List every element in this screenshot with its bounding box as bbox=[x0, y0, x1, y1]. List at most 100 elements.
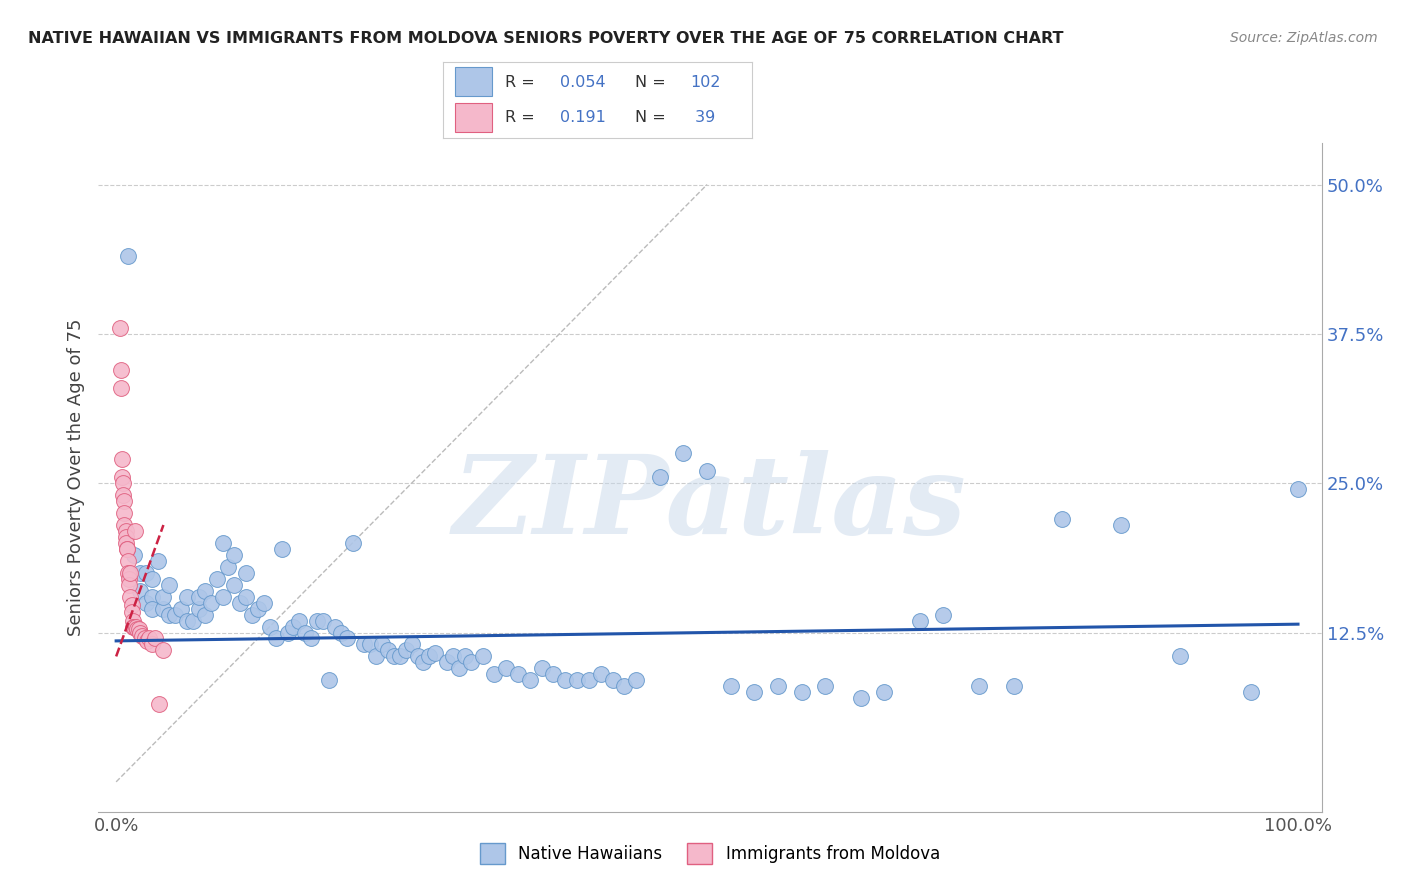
Text: 0.191: 0.191 bbox=[561, 111, 606, 125]
Point bbox=[170, 601, 193, 615]
Point bbox=[157, 607, 180, 622]
Point bbox=[589, 667, 612, 681]
Point bbox=[359, 637, 381, 651]
Point bbox=[194, 607, 217, 622]
Point bbox=[484, 667, 506, 681]
Point bbox=[112, 494, 135, 508]
Point bbox=[143, 632, 166, 646]
Point bbox=[766, 679, 789, 693]
Point bbox=[128, 566, 150, 580]
Point bbox=[371, 637, 394, 651]
Point bbox=[814, 679, 837, 693]
Point bbox=[418, 649, 440, 664]
Bar bbox=[456, 67, 492, 95]
Point bbox=[112, 506, 135, 520]
Point bbox=[336, 632, 359, 646]
Point bbox=[152, 643, 174, 657]
Point bbox=[425, 646, 447, 660]
Point bbox=[112, 518, 135, 533]
Point bbox=[176, 614, 198, 628]
Point bbox=[152, 590, 174, 604]
Point bbox=[696, 464, 718, 478]
Point bbox=[318, 673, 340, 688]
Point bbox=[125, 619, 148, 633]
Point bbox=[436, 656, 458, 670]
Point bbox=[187, 590, 209, 604]
Point bbox=[111, 452, 134, 467]
Point bbox=[165, 607, 187, 622]
Point bbox=[217, 559, 239, 574]
Point bbox=[932, 607, 955, 622]
Text: 102: 102 bbox=[690, 75, 721, 90]
Point bbox=[117, 566, 139, 580]
Point bbox=[1002, 679, 1025, 693]
Point bbox=[120, 590, 142, 604]
Point bbox=[118, 578, 141, 592]
Point bbox=[447, 661, 470, 675]
Point bbox=[135, 633, 157, 648]
Point bbox=[235, 590, 257, 604]
Point bbox=[471, 649, 494, 664]
Point bbox=[412, 656, 434, 670]
Text: Source: ZipAtlas.com: Source: ZipAtlas.com bbox=[1230, 31, 1378, 45]
Point bbox=[1286, 482, 1309, 496]
Point bbox=[299, 632, 322, 646]
Point bbox=[118, 572, 141, 586]
Point bbox=[873, 685, 896, 699]
Point bbox=[122, 619, 145, 633]
Point bbox=[342, 536, 364, 550]
Point bbox=[111, 470, 134, 484]
Point bbox=[406, 649, 429, 664]
Point bbox=[229, 596, 252, 610]
Point bbox=[114, 530, 136, 544]
Point bbox=[294, 625, 316, 640]
Point bbox=[128, 622, 150, 636]
Point bbox=[377, 643, 399, 657]
Point bbox=[790, 685, 813, 699]
Point bbox=[259, 619, 281, 633]
Point bbox=[120, 566, 142, 580]
Point bbox=[312, 614, 335, 628]
Point bbox=[1050, 512, 1073, 526]
Point bbox=[283, 619, 305, 633]
Point bbox=[401, 637, 423, 651]
Text: 0.054: 0.054 bbox=[561, 75, 606, 90]
Point bbox=[121, 598, 143, 612]
Point bbox=[395, 643, 418, 657]
Text: R =: R = bbox=[505, 75, 534, 90]
Point bbox=[146, 554, 169, 568]
Point bbox=[382, 649, 405, 664]
Text: 39: 39 bbox=[690, 111, 716, 125]
Point bbox=[454, 649, 477, 664]
Point bbox=[187, 601, 209, 615]
Point bbox=[148, 697, 170, 711]
Point bbox=[1109, 518, 1132, 533]
Point bbox=[141, 590, 163, 604]
Point bbox=[264, 632, 287, 646]
Point bbox=[246, 601, 269, 615]
Point bbox=[276, 625, 298, 640]
Point bbox=[323, 619, 346, 633]
Point bbox=[602, 673, 624, 688]
Point bbox=[270, 541, 292, 556]
Point bbox=[329, 625, 352, 640]
Point bbox=[211, 590, 233, 604]
Point bbox=[200, 596, 222, 610]
Point bbox=[122, 548, 145, 562]
Point bbox=[672, 446, 695, 460]
Point bbox=[720, 679, 742, 693]
Point bbox=[114, 524, 136, 538]
Point bbox=[578, 673, 600, 688]
Point bbox=[135, 566, 157, 580]
Text: N =: N = bbox=[634, 111, 665, 125]
Point bbox=[110, 362, 132, 376]
Point bbox=[117, 249, 139, 263]
Point bbox=[441, 649, 464, 664]
Point bbox=[205, 572, 228, 586]
Point bbox=[127, 622, 149, 636]
Point bbox=[121, 619, 143, 633]
Point bbox=[353, 637, 375, 651]
Point bbox=[115, 541, 138, 556]
Point bbox=[565, 673, 588, 688]
Point bbox=[117, 554, 139, 568]
